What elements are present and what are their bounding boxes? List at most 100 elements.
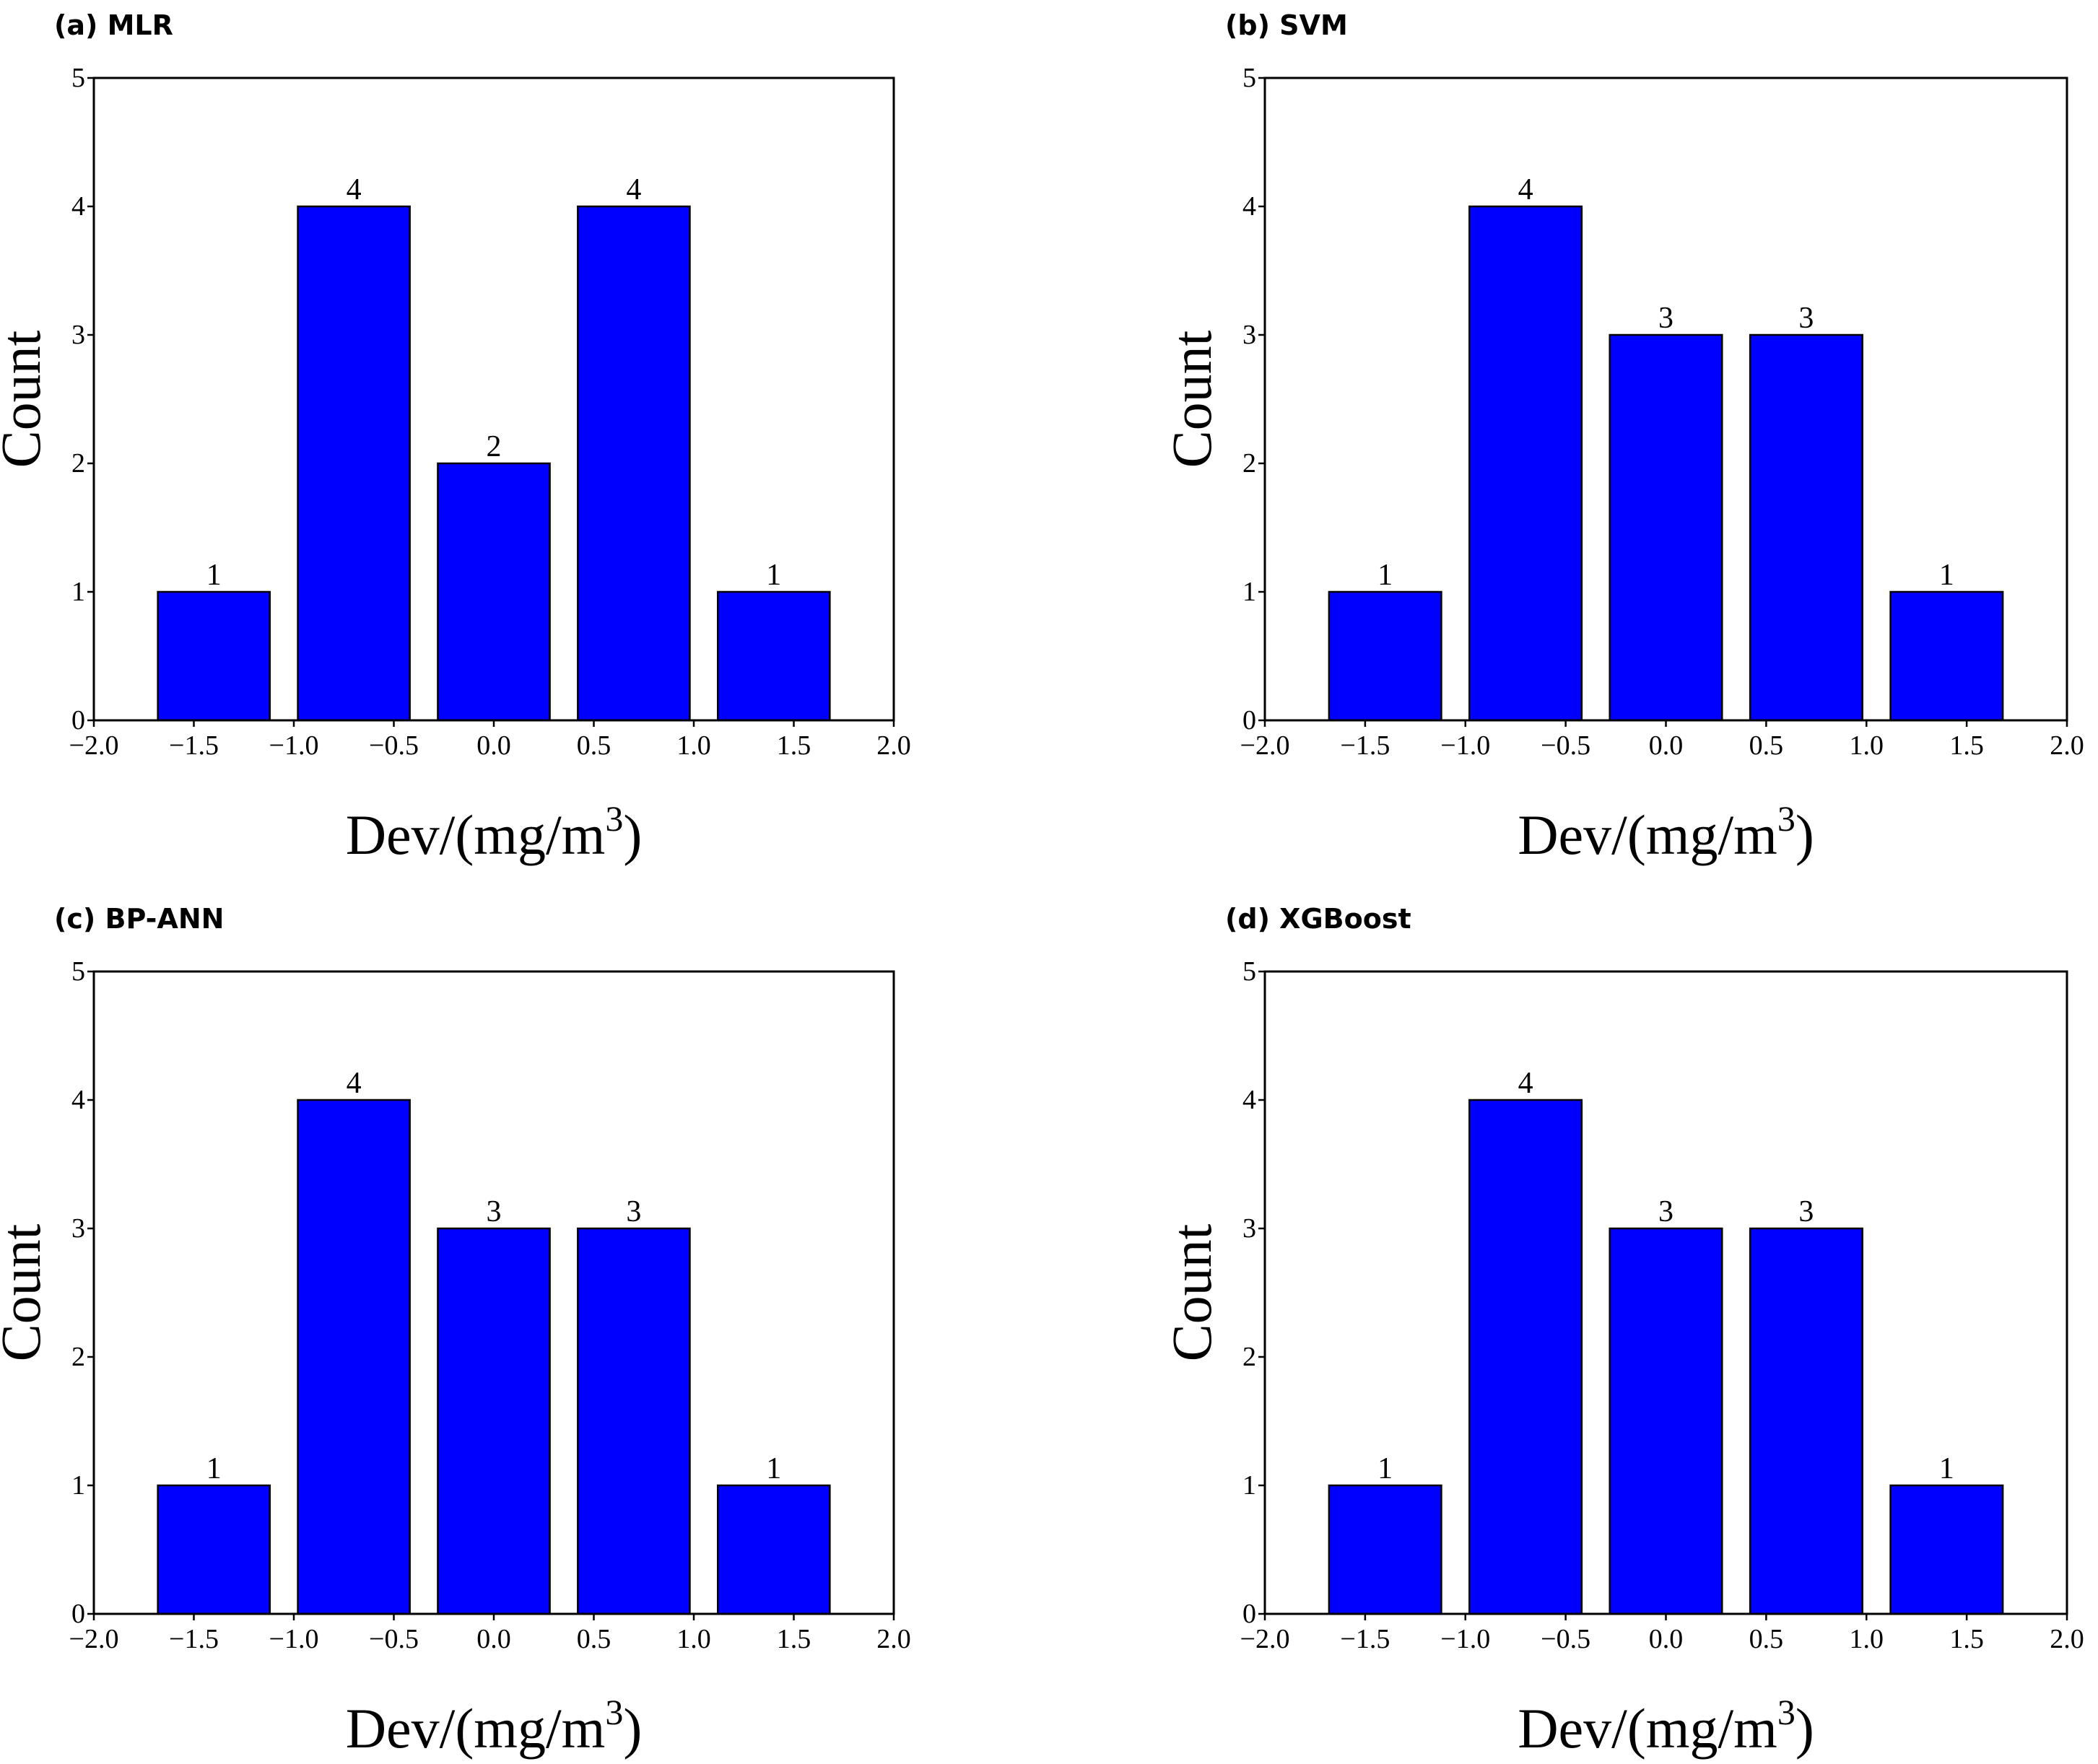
x-tick-label: −1.0 xyxy=(1440,730,1490,761)
x-tick-label: 1.5 xyxy=(777,1624,811,1654)
panel-3: (d) XGBoost 1 4 3 3 1 −2.0 −1.5 −1.0 −0.5 0.0 0.5 1.… xyxy=(1160,903,2084,1760)
x-label-superscript: 3 xyxy=(605,1692,623,1732)
x-tick-label: −1.0 xyxy=(1440,1624,1490,1654)
x-tick-label: −2.0 xyxy=(1240,1624,1290,1654)
y-tick-label: 5 xyxy=(71,956,85,987)
data-label: 3 xyxy=(487,1195,502,1228)
x-tick-label: 1.0 xyxy=(1850,730,1884,761)
panel-0: (a) MLR 1 4 2 4 1 −2.0 −1.5 −1.0 −0.5 0.0 0.5 1.0 1.5… xyxy=(0,9,911,866)
x-axis-label: Dev/(mg/m3) xyxy=(1518,798,1814,866)
data-label: 1 xyxy=(1939,559,1954,592)
x-tick-label: 2.0 xyxy=(2050,1624,2084,1654)
x-tick-label: 0.5 xyxy=(577,1624,611,1654)
y-axis-label: Count xyxy=(0,330,52,468)
bar xyxy=(577,205,691,722)
x-tick-label: 1.0 xyxy=(676,1624,711,1654)
x-tick-label: 2.0 xyxy=(2050,730,2084,761)
data-label: 3 xyxy=(1658,1195,1673,1228)
bar xyxy=(157,1484,271,1615)
data-label: 3 xyxy=(1658,302,1673,335)
x-tick-label: −0.5 xyxy=(1541,1624,1590,1654)
panel-1: (b) SVM 1 4 3 3 1 −2.0 −1.5 −1.0 −0.5 0.0 0.5 1.0 1.5… xyxy=(1160,9,2084,866)
x-axis-label: Dev/(mg/m3) xyxy=(346,798,643,866)
y-tick-label: 4 xyxy=(71,191,85,222)
y-tick-label: 3 xyxy=(71,1213,85,1244)
x-tick-label: −0.5 xyxy=(369,730,419,761)
x-label-end: ) xyxy=(623,803,642,866)
x-tick-label: 2.0 xyxy=(876,1624,911,1654)
x-axis-label: Dev/(mg/m3) xyxy=(346,1692,643,1760)
bar xyxy=(297,205,411,722)
y-tick-label: 0 xyxy=(71,1599,85,1629)
y-axis-label: Count xyxy=(1160,1223,1223,1361)
x-tick-label: 1.5 xyxy=(1949,730,1984,761)
data-label: 4 xyxy=(626,173,641,206)
data-label: 4 xyxy=(1518,1067,1533,1100)
bar xyxy=(1328,1484,1442,1615)
x-label-end: ) xyxy=(1796,1697,1814,1760)
y-tick-label: 4 xyxy=(1242,191,1256,222)
x-axis-label: Dev/(mg/m3) xyxy=(1518,1692,1814,1760)
x-tick-label: −2.0 xyxy=(69,730,119,761)
y-axis-label: Count xyxy=(1160,330,1223,468)
bar xyxy=(716,1484,831,1615)
bar xyxy=(1749,1227,1863,1615)
y-tick-label: 5 xyxy=(71,63,85,93)
data-label: 4 xyxy=(347,173,362,206)
bar xyxy=(1609,1227,1723,1615)
panel-2: (c) BP-ANN 1 4 3 3 1 −2.0 −1.5 −1.0 −0.5 0.0 0.5 1.0… xyxy=(0,903,911,1760)
x-label-superscript: 3 xyxy=(1777,798,1796,839)
x-tick-label: −1.5 xyxy=(169,730,219,761)
panel-title: (b) SVM xyxy=(1225,9,1348,41)
data-label: 1 xyxy=(206,559,222,592)
x-label-text: Dev/(mg/m xyxy=(346,1697,606,1760)
x-label-end: ) xyxy=(623,1697,642,1760)
bar xyxy=(1609,333,1723,722)
x-label-text: Dev/(mg/m xyxy=(1518,803,1777,866)
bar xyxy=(1468,1099,1583,1615)
bar xyxy=(297,1099,411,1615)
y-tick-label: 1 xyxy=(71,1470,85,1501)
data-label: 1 xyxy=(1939,1452,1954,1485)
panel-title: (d) XGBoost xyxy=(1225,903,1411,935)
y-tick-label: 3 xyxy=(71,320,85,350)
y-tick-label: 2 xyxy=(1242,448,1256,479)
y-tick-label: 0 xyxy=(1242,1599,1256,1629)
x-tick-label: 0.5 xyxy=(577,730,611,761)
x-tick-label: −2.0 xyxy=(1240,730,1290,761)
y-tick-label: 2 xyxy=(71,448,85,479)
x-tick-label: 1.0 xyxy=(676,730,711,761)
data-label: 1 xyxy=(766,1452,781,1485)
data-label: 2 xyxy=(487,430,502,463)
y-tick-label: 5 xyxy=(1242,956,1256,987)
x-tick-label: 0.5 xyxy=(1749,1624,1784,1654)
data-label: 3 xyxy=(1798,302,1814,335)
y-tick-label: 4 xyxy=(1242,1085,1256,1115)
x-tick-label: 0.0 xyxy=(476,730,511,761)
bar xyxy=(437,1227,551,1615)
bar xyxy=(1328,590,1442,722)
bar xyxy=(577,1227,691,1615)
x-tick-label: 0.0 xyxy=(476,1624,511,1654)
x-tick-label: 0.0 xyxy=(1649,1624,1684,1654)
x-label-superscript: 3 xyxy=(1777,1692,1796,1732)
x-label-superscript: 3 xyxy=(605,798,623,839)
x-tick-label: −0.5 xyxy=(369,1624,419,1654)
x-label-text: Dev/(mg/m xyxy=(1518,1697,1777,1760)
bar xyxy=(157,590,271,722)
data-label: 1 xyxy=(206,1452,222,1485)
y-tick-label: 2 xyxy=(71,1342,85,1372)
y-tick-label: 3 xyxy=(1242,1213,1256,1244)
y-tick-label: 3 xyxy=(1242,320,1256,350)
x-label-end: ) xyxy=(1796,803,1814,866)
x-tick-label: 0.0 xyxy=(1649,730,1684,761)
x-tick-label: 1.5 xyxy=(777,730,811,761)
y-tick-label: 2 xyxy=(1242,1342,1256,1372)
panel-title: (c) BP-ANN xyxy=(54,903,224,935)
x-tick-label: −2.0 xyxy=(69,1624,119,1654)
x-tick-label: −1.5 xyxy=(169,1624,219,1654)
data-label: 3 xyxy=(1798,1195,1814,1228)
x-tick-label: 1.5 xyxy=(1949,1624,1984,1654)
x-tick-label: 1.0 xyxy=(1850,1624,1884,1654)
bar xyxy=(1749,333,1863,722)
